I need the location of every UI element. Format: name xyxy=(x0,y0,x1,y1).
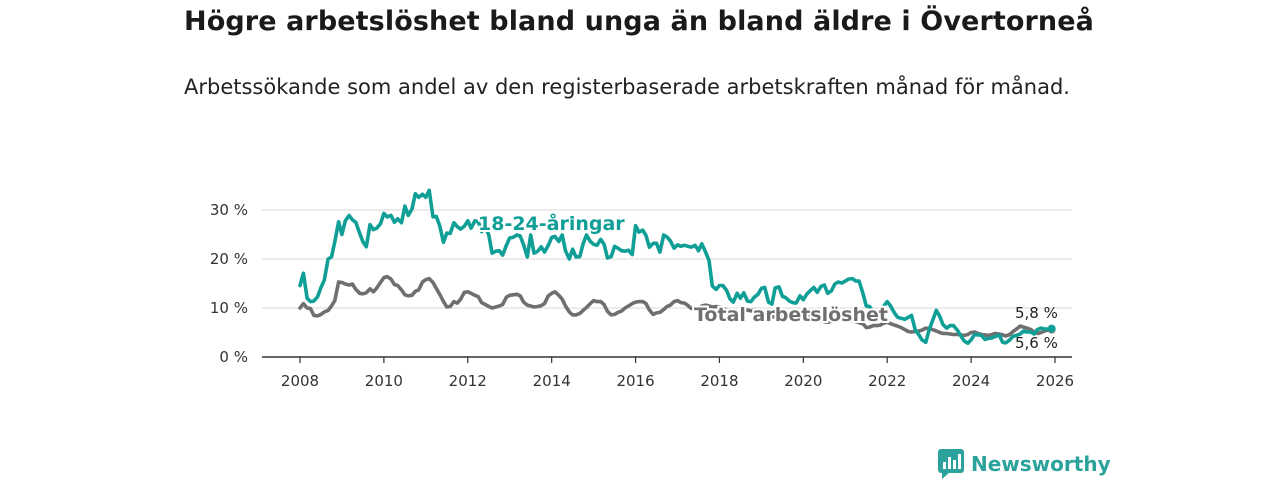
x-tick-label: 2022 xyxy=(868,372,906,390)
x-tick-label: 2026 xyxy=(1036,372,1074,390)
series-line-total xyxy=(298,274,1054,338)
chart-subtitle: Arbetssökande som andel av den registerb… xyxy=(184,75,1070,99)
series-line-youth xyxy=(298,188,1054,346)
brand-name: Newsworthy xyxy=(971,452,1111,476)
y-tick-label: 0 % xyxy=(219,348,248,366)
end-label-youth: 5,8 % xyxy=(1015,304,1058,322)
end-label-total: 5,6 % xyxy=(1015,334,1058,352)
x-tick-label: 2008 xyxy=(281,372,319,390)
x-tick-label: 2018 xyxy=(700,372,738,390)
series-label-youth: 18-24-åringar xyxy=(478,211,625,235)
chart-title: Högre arbetslöshet bland unga än bland ä… xyxy=(184,6,1094,37)
bar-chart-logo-icon xyxy=(938,449,964,479)
x-tick-label: 2020 xyxy=(784,372,822,390)
newsworthy-logo: Newsworthy xyxy=(938,447,1111,481)
series-label-total: Total arbetslöshet xyxy=(694,304,888,326)
y-tick-label: 20 % xyxy=(210,250,248,268)
x-tick-label: 2016 xyxy=(616,372,654,390)
x-tick-label: 2024 xyxy=(952,372,990,390)
y-tick-label: 10 % xyxy=(210,299,248,317)
end-point-youth xyxy=(1047,324,1056,333)
y-tick-label: 30 % xyxy=(210,201,248,219)
x-tick-label: 2012 xyxy=(449,372,487,390)
x-tick-label: 2014 xyxy=(533,372,571,390)
x-tick-label: 2010 xyxy=(365,372,403,390)
